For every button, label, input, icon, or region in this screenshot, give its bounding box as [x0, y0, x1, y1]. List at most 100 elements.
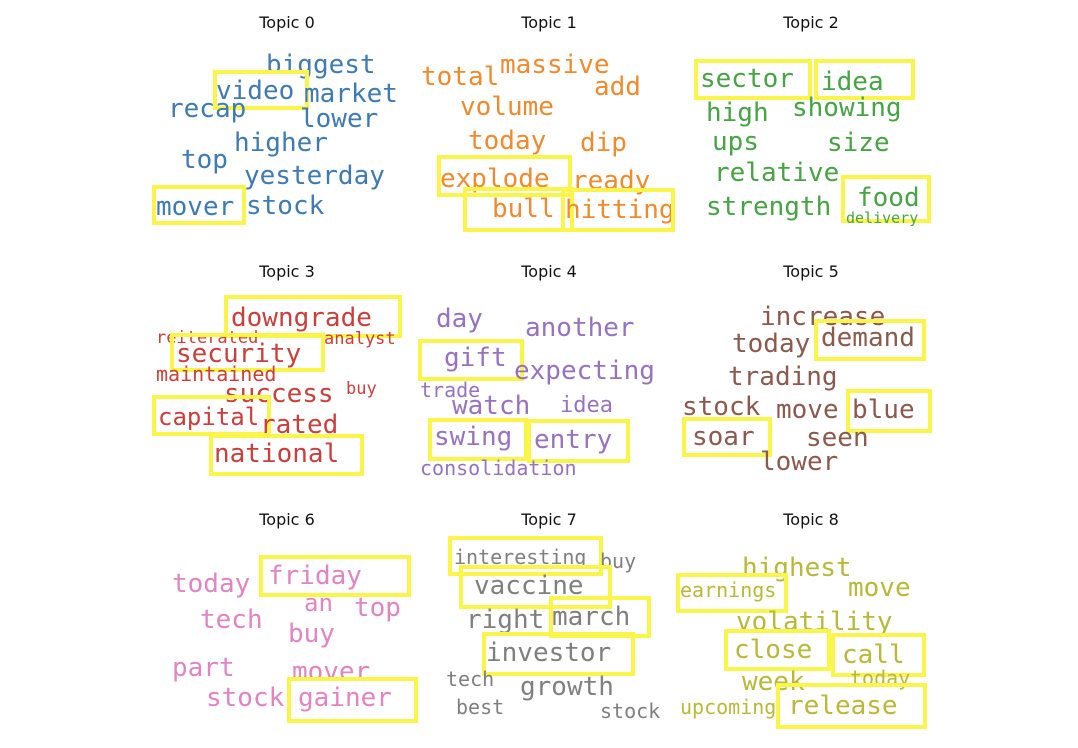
- topic-title: Topic 0: [259, 13, 315, 32]
- word-cloud: total massive add volume today dip explode read…: [418, 32, 680, 232]
- word-demand: demand: [821, 323, 915, 353]
- word-showing: showing: [792, 93, 902, 123]
- word-gainer: gainer: [298, 683, 392, 713]
- highlight-box: [213, 70, 309, 110]
- word-rated: rated: [260, 410, 339, 440]
- word-lower: lower: [760, 447, 839, 477]
- word-upcoming: upcoming: [680, 695, 777, 719]
- word-yesterday: yesterday: [244, 161, 385, 191]
- word-cloud: biggest video market recap lower higher top yes…: [152, 32, 418, 225]
- highlight-box: [561, 188, 675, 232]
- word-another: another: [525, 313, 635, 343]
- highlight-box: [724, 629, 831, 671]
- topic-panel-4: Topic 4 day another gift expecting trade watc…: [418, 263, 680, 478]
- word-food: food: [857, 183, 920, 213]
- word-massive: massive: [500, 50, 610, 80]
- word-downgrade: downgrade: [231, 303, 372, 333]
- word-video: video: [216, 76, 295, 106]
- word-part: part: [172, 653, 235, 683]
- highlight-box: [549, 596, 651, 638]
- highlight-box: [527, 419, 630, 463]
- word-blue: blue: [852, 395, 915, 425]
- word-close: close: [734, 635, 813, 665]
- word-consolidation: consolidation: [420, 456, 577, 480]
- word-top: top: [354, 593, 401, 623]
- highlight-box: [448, 536, 603, 576]
- word-maintained: maintained: [156, 362, 277, 386]
- word-right: right: [466, 605, 545, 635]
- word-investor: investor: [486, 638, 612, 668]
- word-cloud: downgrade reiterated analyst security mainta…: [152, 281, 418, 476]
- topic-title: Topic 2: [783, 13, 839, 32]
- word-seen: seen: [806, 423, 869, 453]
- word-idea: idea: [821, 67, 884, 97]
- word-tech: tech: [200, 605, 263, 635]
- highlight-box: [463, 187, 574, 232]
- word-buy: buy: [288, 619, 335, 649]
- word-an: an: [304, 589, 333, 617]
- word-swing: swing: [434, 422, 513, 452]
- highlight-box: [482, 632, 635, 676]
- word-strength: strength: [706, 192, 832, 222]
- topic-panel-5: Topic 5 increase today demand trading stock m…: [680, 263, 942, 475]
- topic-title: Topic 8: [783, 510, 839, 529]
- word-gift: gift: [444, 343, 507, 373]
- word-vaccine: vaccine: [474, 571, 584, 601]
- word-total: total: [421, 62, 500, 92]
- word-cloud: today friday an top tech buy part mover stock gai…: [156, 529, 418, 723]
- highlight-box: [814, 319, 926, 361]
- word-day: day: [436, 304, 483, 334]
- word-expecting: expecting: [514, 356, 655, 386]
- word-success: success: [224, 379, 334, 409]
- word-stock: stock: [600, 699, 661, 723]
- word-best: best: [456, 695, 505, 719]
- word-stock: stock: [246, 191, 325, 221]
- word-market: market: [304, 79, 398, 109]
- word-dip: dip: [580, 128, 627, 158]
- word-add: add: [594, 72, 641, 102]
- word-earnings: earnings: [680, 578, 777, 602]
- word-soar: soar: [692, 422, 755, 452]
- highlight-box: [287, 677, 418, 723]
- word-move: move: [848, 573, 911, 603]
- word-volume: volume: [460, 92, 554, 122]
- topic-title: Topic 3: [259, 262, 315, 281]
- word-lower: lower: [300, 104, 379, 134]
- word-cloud: sector idea high showing ups size relative stre…: [680, 32, 942, 226]
- topic-panel-3: Topic 3 downgrade reiterated analyst securi…: [152, 262, 418, 476]
- topic-title: Topic 7: [521, 510, 577, 529]
- word-trade: trade: [420, 378, 481, 402]
- word-friday: friday: [268, 561, 362, 591]
- word-tech: tech: [446, 667, 495, 691]
- word-top: top: [181, 145, 228, 175]
- word-cloud: interesting buy vaccine right march investor t…: [418, 529, 680, 721]
- word-stock: stock: [682, 392, 761, 422]
- highlight-box: [676, 573, 788, 613]
- highlight-box: [152, 395, 271, 436]
- word-cloud: increase today demand trading stock move blue s…: [680, 281, 942, 475]
- highlight-box: [259, 555, 411, 597]
- highlight-box: [437, 155, 572, 197]
- word-analyst: analyst: [324, 329, 396, 349]
- highlight-box: [170, 333, 325, 372]
- word-release: release: [788, 691, 898, 721]
- word-today: today: [172, 569, 251, 599]
- word-buy: buy: [346, 379, 377, 399]
- word-national: national: [214, 439, 340, 469]
- word-mover: mover: [156, 192, 235, 222]
- highlight-box: [682, 417, 772, 457]
- word-today: today: [732, 329, 811, 359]
- word-cloud: day another gift expecting trade watch idea swi…: [418, 281, 680, 478]
- topic-panel-2: Topic 2 sector idea high showing ups size rela…: [680, 13, 942, 226]
- word-ups: ups: [712, 127, 759, 157]
- word-growth: growth: [520, 672, 614, 702]
- word-recap: recap: [168, 94, 247, 124]
- word-sector: sector: [700, 64, 794, 94]
- highlight-box: [418, 339, 524, 381]
- word-capital: capital: [158, 403, 260, 431]
- word-size: size: [827, 128, 890, 158]
- highlight-box: [428, 418, 528, 461]
- word-bull: bull: [492, 194, 555, 224]
- topic-panel-1: Topic 1 total massive add volume today dip exp…: [418, 14, 680, 232]
